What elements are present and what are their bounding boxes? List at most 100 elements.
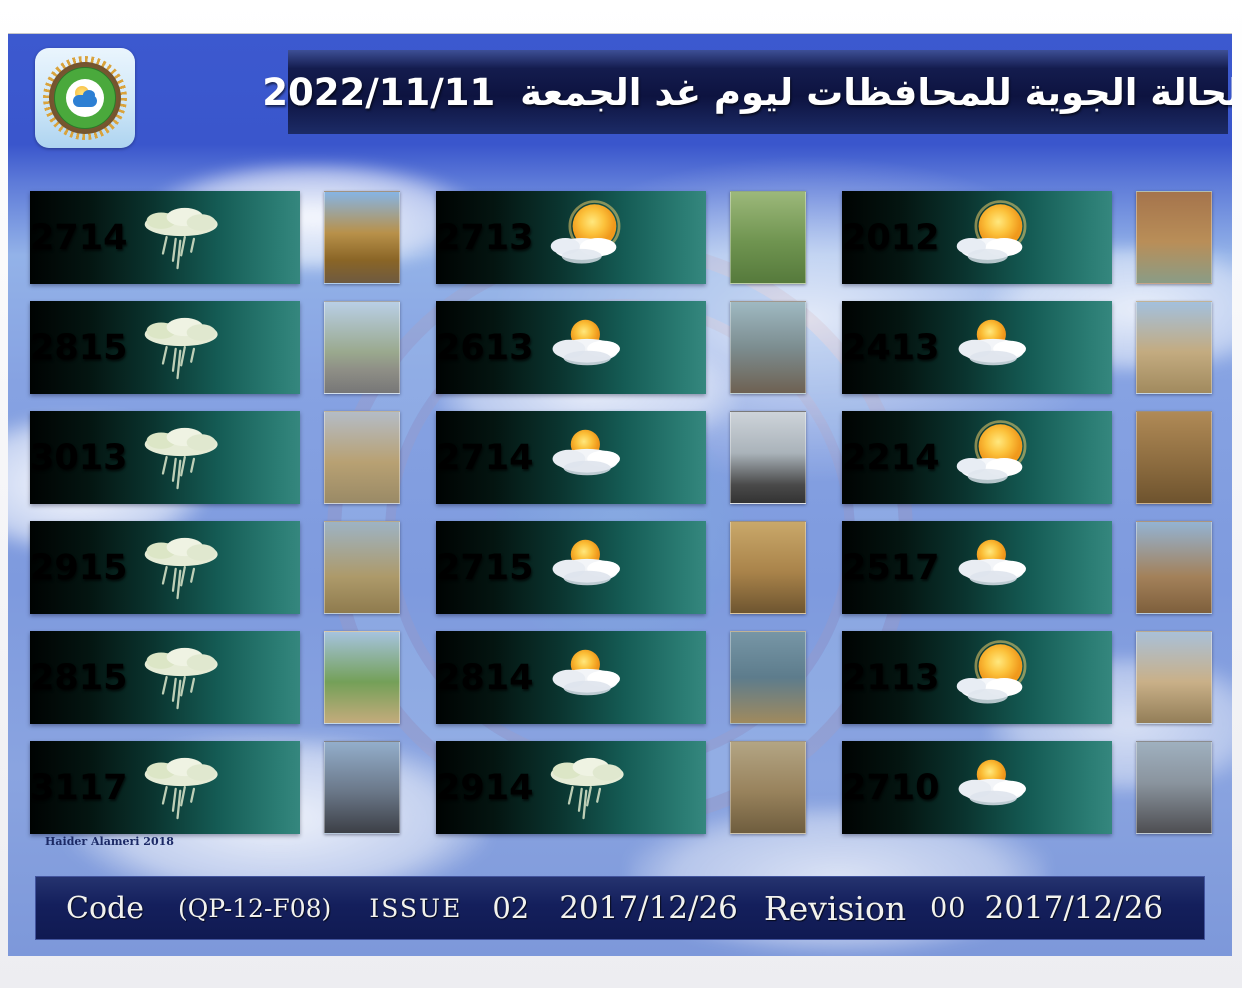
low-temp: 13 <box>484 327 534 368</box>
province-forecast-panel: 27 14 النجف الأشرف <box>30 191 300 284</box>
page-title: الحالة الجوية للمحافظات ليوم غد الجمعة 2… <box>262 71 1232 114</box>
low-temp: 15 <box>484 547 534 588</box>
low-temp: 17 <box>78 767 128 808</box>
low-temp: 14 <box>484 437 534 478</box>
weather-icon-slot <box>533 307 677 389</box>
weather-icon-slot <box>127 747 271 829</box>
province-forecast-panel: 28 14 بابل <box>436 631 706 724</box>
low-temp: 13 <box>78 437 128 478</box>
low-temp: 14 <box>78 217 128 258</box>
province-card: 21 13 سليمانية <box>842 631 1212 724</box>
rain-cloud-icon <box>145 207 219 269</box>
rain-cloud-icon <box>145 757 219 819</box>
sun-over-cloud-icon <box>957 639 1027 704</box>
cloud-with-sun-icon <box>552 319 621 365</box>
low-temp: 15 <box>78 327 128 368</box>
province-landmark-photo <box>1136 631 1212 724</box>
province-landmark-photo <box>730 631 806 724</box>
high-temp: 30 <box>30 437 79 478</box>
sun-over-cloud-icon <box>957 419 1027 484</box>
low-temp: 14 <box>484 657 534 698</box>
province-forecast-panel: 27 10 صلاح الدين <box>842 741 1112 834</box>
met-org-logo <box>35 48 135 148</box>
low-temp: 13 <box>890 327 940 368</box>
high-temp: 22 <box>842 437 891 478</box>
weather-icon-slot <box>939 417 1083 499</box>
high-temp: 25 <box>842 547 891 588</box>
province-card: 27 15 كربلاء المقدسة <box>436 521 806 614</box>
province-landmark-photo <box>1136 411 1212 504</box>
cloud-with-sun-icon <box>958 319 1027 365</box>
footer-revision-number: 00 <box>930 892 967 924</box>
rain-cloud-icon <box>145 317 219 379</box>
province-forecast-panel: 30 13 ميسان <box>30 411 300 504</box>
title-arabic: الحالة الجوية للمحافظات ليوم غد الجمعة <box>520 70 1232 114</box>
province-landmark-photo <box>1136 191 1212 284</box>
footer-code-value: (QP-12-F08) <box>177 893 332 923</box>
province-landmark-photo <box>324 191 400 284</box>
header: الحالة الجوية للمحافظات ليوم غد الجمعة 2… <box>8 34 1232 186</box>
province-landmark-photo <box>1136 301 1212 394</box>
cloud-with-sun-icon <box>552 429 621 475</box>
logo-green-ring <box>54 67 116 129</box>
province-landmark-photo <box>324 411 400 504</box>
province-card: 27 14 بغداد <box>436 411 806 504</box>
rain-cloud-icon <box>145 427 219 489</box>
province-card: 29 15 الناصرية <box>30 521 400 614</box>
province-landmark-photo <box>324 301 400 394</box>
rain-cloud-icon <box>145 537 219 599</box>
province-landmark-photo <box>324 631 400 724</box>
footer-issue-number: 02 <box>492 891 530 925</box>
logo-cloud-icon <box>73 90 97 107</box>
province-landmark-photo <box>730 301 806 394</box>
low-temp: 14 <box>484 767 534 808</box>
low-temp: 10 <box>890 767 940 808</box>
province-forecast-panel: 24 13 الموصل <box>842 301 1112 394</box>
weather-icon-slot <box>939 527 1083 609</box>
high-temp: 24 <box>842 327 891 368</box>
province-landmark-photo <box>324 521 400 614</box>
high-temp: 26 <box>436 327 485 368</box>
province-card: 27 13 ديالى <box>436 191 806 284</box>
province-card: 27 14 النجف الأشرف <box>30 191 400 284</box>
weather-icon-slot <box>127 417 271 499</box>
province-card: 28 14 بابل <box>436 631 806 724</box>
weather-icon-slot <box>939 747 1083 829</box>
province-forecast-panel: 20 12 دهوك <box>842 191 1112 284</box>
high-temp: 28 <box>436 657 485 698</box>
footer-revision-date: 2017/12/26 <box>984 890 1164 926</box>
weather-icon-slot <box>939 197 1083 279</box>
low-temp: 12 <box>890 217 940 258</box>
low-temp: 13 <box>484 217 534 258</box>
province-card: 25 17 كركوك <box>842 521 1212 614</box>
weather-icon-slot <box>533 637 677 719</box>
low-temp: 15 <box>78 547 128 588</box>
low-temp: 17 <box>890 547 940 588</box>
province-landmark-photo <box>730 521 806 614</box>
high-temp: 27 <box>436 547 485 588</box>
cards-grid: 27 14 النجف الأشرف 28 15 <box>30 191 1212 834</box>
province-landmark-photo <box>1136 521 1212 614</box>
cloud-with-sun-icon <box>552 649 621 695</box>
weather-icon-slot <box>533 527 677 609</box>
province-forecast-panel: 25 17 كركوك <box>842 521 1112 614</box>
weather-icon-slot <box>127 637 271 719</box>
logo-sun-rays-icon <box>43 56 127 140</box>
province-forecast-panel: 27 15 كربلاء المقدسة <box>436 521 706 614</box>
province-forecast-panel: 27 14 بغداد <box>436 411 706 504</box>
province-card: 28 15 القادسية <box>30 301 400 394</box>
province-card: 28 15 المثنى <box>30 631 400 724</box>
high-temp: 31 <box>30 767 79 808</box>
province-forecast-panel: 28 15 القادسية <box>30 301 300 394</box>
high-temp: 28 <box>30 657 79 698</box>
high-temp: 29 <box>436 767 485 808</box>
footer-issue-label: ISSUE <box>369 893 463 923</box>
low-temp: 15 <box>78 657 128 698</box>
cloud-with-sun-icon <box>552 539 621 585</box>
province-landmark-photo <box>730 191 806 284</box>
province-landmark-photo <box>730 741 806 834</box>
rain-cloud-icon <box>145 647 219 709</box>
province-forecast-panel: 31 17 البصرة <box>30 741 300 834</box>
weather-icon-slot <box>533 417 677 499</box>
